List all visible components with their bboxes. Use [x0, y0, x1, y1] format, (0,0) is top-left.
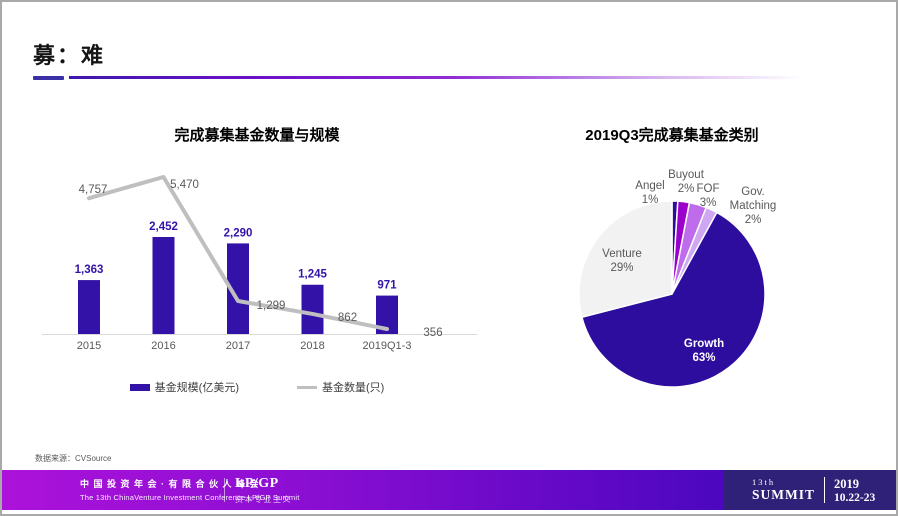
- footer-divider: [224, 478, 225, 502]
- bar-line-chart: 1,363 2015 2,452 2016 2,290 2017 1,245 2018 971 2…: [42, 175, 477, 352]
- pie-label-line: 2%: [745, 214, 762, 226]
- line-value-label: 862: [338, 312, 357, 324]
- bar-value-label: 1,363: [75, 264, 104, 276]
- footer-banner: 中国投资年会·有限合伙人峰会 The 13th ChinaVenture Inv…: [2, 470, 896, 510]
- footer-conference-cn: 中国投资年会·有限合伙人峰会: [80, 479, 263, 489]
- pie-label-line: 2%: [678, 183, 695, 195]
- legend-label-fund-size: 基金规模(亿美元): [154, 382, 239, 394]
- pie-slice-label-fof: FOF 3%: [697, 183, 720, 209]
- bar-value-label: 971: [377, 280, 397, 292]
- summit-edition-word: SUMMIT: [752, 487, 815, 502]
- bar-2016: [152, 237, 175, 334]
- bar-2019q1-3: [376, 295, 398, 334]
- pie-slice-label-angel: Angel 1%: [635, 180, 664, 206]
- bar-chart-title: 完成募集基金数量与规模: [174, 127, 340, 144]
- footer-conference-block: 中国投资年会·有限合伙人峰会 The 13th ChinaVenture Inv…: [80, 477, 300, 502]
- bar-2017: [227, 243, 249, 334]
- line-value-label: 4,757: [79, 184, 108, 196]
- data-source: 数据来源：CVSource: [35, 454, 112, 463]
- pie-label-line: 1%: [642, 194, 659, 206]
- footer-conference-en: The 13th ChinaVenture Investment Confere…: [80, 493, 300, 502]
- pie-label-line: FOF: [697, 183, 720, 195]
- pie-slice-venture: [578, 200, 673, 318]
- pie-label-line: 29%: [610, 262, 633, 274]
- lpgp-tagline: 资本专业主义: [235, 495, 292, 504]
- legend-line-swatch-icon: [297, 385, 317, 389]
- line-value-label: 356: [423, 327, 442, 339]
- legend-item-fund-size: 基金规模(亿美元): [129, 379, 239, 395]
- pie-label-line: Gov.: [741, 186, 764, 198]
- pie-chart-title: 2019Q3完成募集基金类别: [585, 127, 759, 144]
- pie-label-line: Growth: [684, 338, 724, 350]
- pie-label-line: Venture: [602, 248, 642, 260]
- summit-days: 10.22-23: [834, 491, 876, 504]
- bar-2015: [78, 280, 100, 334]
- pie-label-line: 3%: [700, 197, 717, 209]
- pie-slice-label-venture: Venture 29%: [602, 248, 642, 274]
- bar-2018: [301, 284, 324, 334]
- bar-value-label: 1,245: [298, 269, 327, 281]
- bar-value-label: 2,452: [149, 221, 178, 233]
- pie-label-line: Matching: [730, 200, 777, 212]
- title-underline-dash: [33, 76, 64, 80]
- legend-item-fund-count: 基金数量(只): [297, 379, 384, 395]
- x-axis-label: 2015: [77, 340, 101, 352]
- bar-value-label: 2,290: [224, 227, 253, 239]
- x-axis-label: 2019Q1-3: [363, 340, 412, 352]
- lpgp-logo-block: LP/GP 资本专业主义: [235, 476, 292, 505]
- line-value-label: 5,470: [170, 179, 199, 191]
- summit-date: 2019 10.22-23: [834, 477, 875, 504]
- pie-slice-growth: [581, 211, 766, 388]
- pie-label-line: 63%: [692, 352, 715, 364]
- fund-count-line: [87, 175, 389, 331]
- badge-divider: [824, 477, 825, 503]
- pie-slice-label-gov-matching: Gov. Matching 2%: [730, 186, 777, 226]
- pie-label-line: Angel: [635, 180, 664, 192]
- summit-badge: 13th SUMMIT 2019 10.22-23: [724, 470, 896, 510]
- x-axis-label: 2016: [151, 340, 175, 352]
- x-axis-label: 2018: [300, 340, 324, 352]
- pie-slice-label-buyout: Buyout 2%: [668, 169, 705, 195]
- legend-label-fund-count: 基金数量(只): [322, 382, 385, 394]
- legend-bar-swatch-icon: [129, 383, 150, 391]
- summit-edition: 13th SUMMIT: [752, 477, 815, 503]
- pie-slice-label-growth: Growth 63%: [684, 338, 724, 364]
- line-value-label: 1,299: [257, 300, 286, 312]
- pie-label-line: Buyout: [668, 169, 705, 181]
- chart-legend: 基金规模(亿美元) 基金数量(只): [42, 379, 472, 395]
- page-title: 募：难: [33, 43, 106, 68]
- summit-year: 2019: [834, 476, 859, 491]
- lpgp-logo: LP/GP: [235, 476, 279, 491]
- title-underline-gradient: [69, 76, 834, 79]
- summit-edition-number: 13th: [752, 477, 776, 487]
- x-axis-label: 2017: [226, 340, 250, 352]
